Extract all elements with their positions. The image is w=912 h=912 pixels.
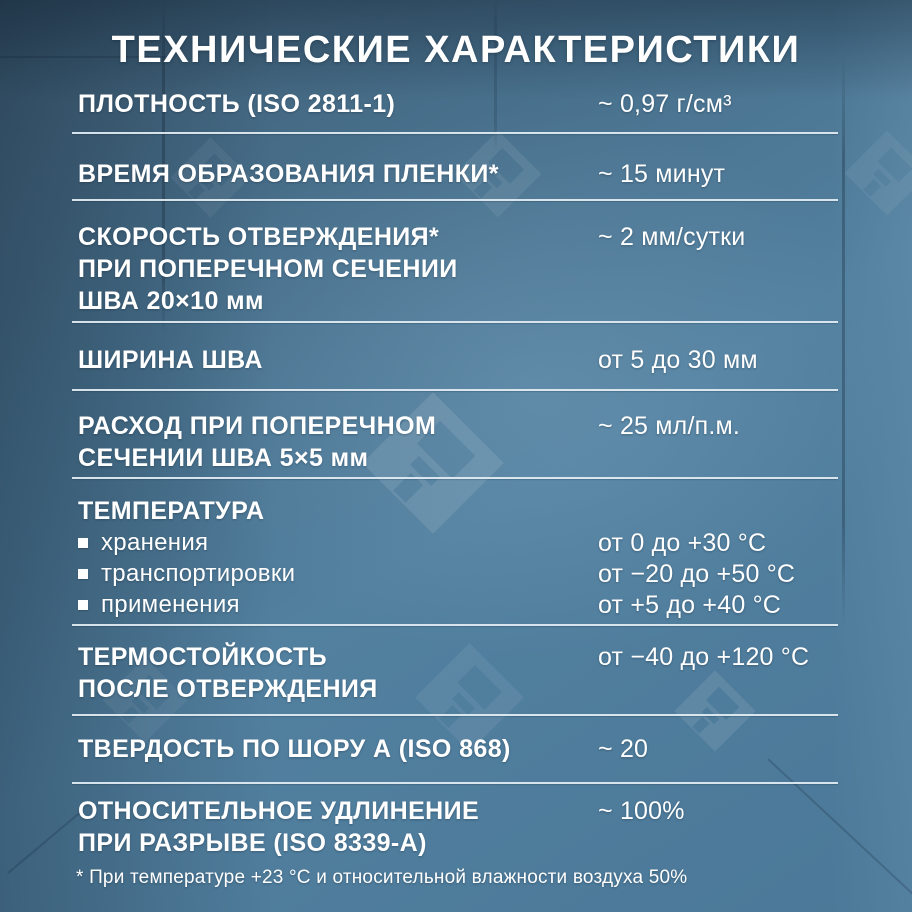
spec-label: ТВЕРДОСТЬ ПО ШОРУ А (ISO 868): [78, 733, 840, 765]
spec-label: ОТНОСИТЕЛЬНОЕ УДЛИНЕНИЕ ПРИ РАЗРЫВЕ (ISO …: [78, 795, 840, 859]
spec-label-line: ТЕМПЕРАТУРА: [78, 497, 265, 525]
spec-value: от 5 до 30 мм: [598, 346, 758, 374]
spec-subvalue: от +5 до +40 °C: [598, 591, 782, 619]
row-divider: [72, 714, 838, 716]
spec-label-line: ОТНОСИТЕЛЬНОЕ УДЛИНЕНИЕ: [78, 797, 480, 825]
spec-row: СКОРОСТЬ ОТВЕРЖДЕНИЯ* ПРИ ПОПЕРЕЧНОМ СЕЧЕ…: [78, 221, 840, 317]
spec-subvalue: от −20 до +50 °C: [598, 560, 796, 588]
bullet-square-icon: [78, 599, 88, 610]
spec-label-line: ВРЕМЯ ОБРАЗОВАНИЯ ПЛЕНКИ*: [78, 160, 499, 188]
spec-value: ~ 25 мл/п.м.: [598, 412, 741, 440]
spec-value: ~ 2 мм/сутки: [598, 223, 746, 251]
brand-watermark-icon: [842, 128, 912, 218]
spec-row: ШИРИНА ШВА от 5 до 30 мм: [78, 344, 840, 376]
spec-label: ПЛОТНОСТЬ (ISO 2811-1): [78, 88, 840, 120]
row-divider: [72, 477, 838, 479]
spec-row: РАСХОД ПРИ ПОПЕРЕЧНОМ СЕЧЕНИИ ШВА 5×5 мм ~…: [78, 410, 840, 474]
spec-label-line: ШИРИНА ШВА: [78, 346, 263, 374]
row-divider: [72, 321, 838, 323]
spec-label-line: СЕЧЕНИИ ШВА 5×5 мм: [78, 444, 369, 472]
page-title: ТЕХНИЧЕСКИЕ ХАРАКТЕРИСТИКИ: [111, 29, 801, 71]
spec-label-line: РАСХОД ПРИ ПОПЕРЕЧНОМ: [78, 412, 437, 440]
spec-sublabel: применения: [101, 590, 240, 618]
spec-label-line: ПОСЛЕ ОТВЕРЖДЕНИЯ: [78, 675, 378, 703]
row-divider: [72, 624, 838, 626]
spec-row: ОТНОСИТЕЛЬНОЕ УДЛИНЕНИЕ ПРИ РАЗРЫВЕ (ISO …: [78, 795, 840, 859]
spec-label-line: ТЕРМОСТОЙКОСТЬ: [78, 643, 328, 671]
bullet-square-icon: [78, 568, 88, 579]
row-divider: [72, 199, 838, 201]
spec-sublabel: транспортировки: [101, 559, 296, 587]
footnote: * При температуре +23 °C и относительной…: [76, 867, 688, 888]
tile-seam: [162, 0, 165, 335]
spec-row: ТЕРМОСТОЙКОСТЬ ПОСЛЕ ОТВЕРЖДЕНИЯ от −40 до…: [78, 641, 840, 705]
spec-label-line: ПРИ РАЗРЫВЕ (ISO 8339-A): [78, 829, 427, 857]
spec-row: ПЛОТНОСТЬ (ISO 2811-1) ~ 0,97 г/см³: [78, 88, 840, 120]
spec-label: ТЕРМОСТОЙКОСТЬ ПОСЛЕ ОТВЕРЖДЕНИЯ: [78, 641, 840, 705]
spec-subrow: применения от +5 до +40 °C: [78, 589, 840, 620]
spec-value: ~ 0,97 г/см³: [598, 90, 732, 118]
spec-value: ~ 100%: [598, 797, 685, 825]
spec-label-line: ПЛОТНОСТЬ (ISO 2811-1): [78, 90, 396, 118]
spec-subrows: хранения от 0 до +30 °C транспортировки от …: [78, 527, 840, 620]
row-divider: [72, 132, 838, 134]
row-divider: [72, 782, 838, 784]
spec-sublabel: хранения: [101, 528, 209, 556]
spec-label: ШИРИНА ШВА: [78, 344, 840, 376]
spec-value: ~ 15 минут: [598, 160, 726, 188]
row-divider: [72, 389, 838, 391]
tile-seam: [0, 56, 165, 58]
spec-label: СКОРОСТЬ ОТВЕРЖДЕНИЯ* ПРИ ПОПЕРЕЧНОМ СЕЧЕ…: [78, 221, 840, 317]
tile-seam: [494, 0, 497, 150]
spec-subrow: хранения от 0 до +30 °C: [78, 527, 840, 558]
spec-label-line: СКОРОСТЬ ОТВЕРЖДЕНИЯ*: [78, 223, 440, 251]
tile-seam: [7, 811, 82, 874]
spec-value: ~ 20: [598, 735, 649, 763]
spec-label: РАСХОД ПРИ ПОПЕРЕЧНОМ СЕЧЕНИИ ШВА 5×5 мм: [78, 410, 840, 474]
spec-subrow: транспортировки от −20 до +50 °C: [78, 558, 840, 589]
spec-row: ТЕМПЕРАТУРА хранения от 0 до +30 °C транспо…: [78, 495, 840, 620]
spec-value: от −40 до +120 °C: [598, 643, 810, 671]
spec-label: ВРЕМЯ ОБРАЗОВАНИЯ ПЛЕНКИ*: [78, 158, 840, 190]
spec-subvalue: от 0 до +30 °C: [598, 529, 767, 557]
bullet-square-icon: [78, 537, 88, 548]
spec-label-line: ТВЕРДОСТЬ ПО ШОРУ А (ISO 868): [78, 735, 511, 763]
tile-seam: [842, 55, 845, 625]
spec-row: ВРЕМЯ ОБРАЗОВАНИЯ ПЛЕНКИ* ~ 15 минут: [78, 158, 840, 190]
spec-row: ТВЕРДОСТЬ ПО ШОРУ А (ISO 868) ~ 20: [78, 733, 840, 765]
spec-label-line: ПРИ ПОПЕРЕЧНОМ СЕЧЕНИИ: [78, 255, 458, 283]
spec-label-line: ШВА 20×10 мм: [78, 287, 264, 315]
spec-label: ТЕМПЕРАТУРА: [78, 495, 840, 527]
